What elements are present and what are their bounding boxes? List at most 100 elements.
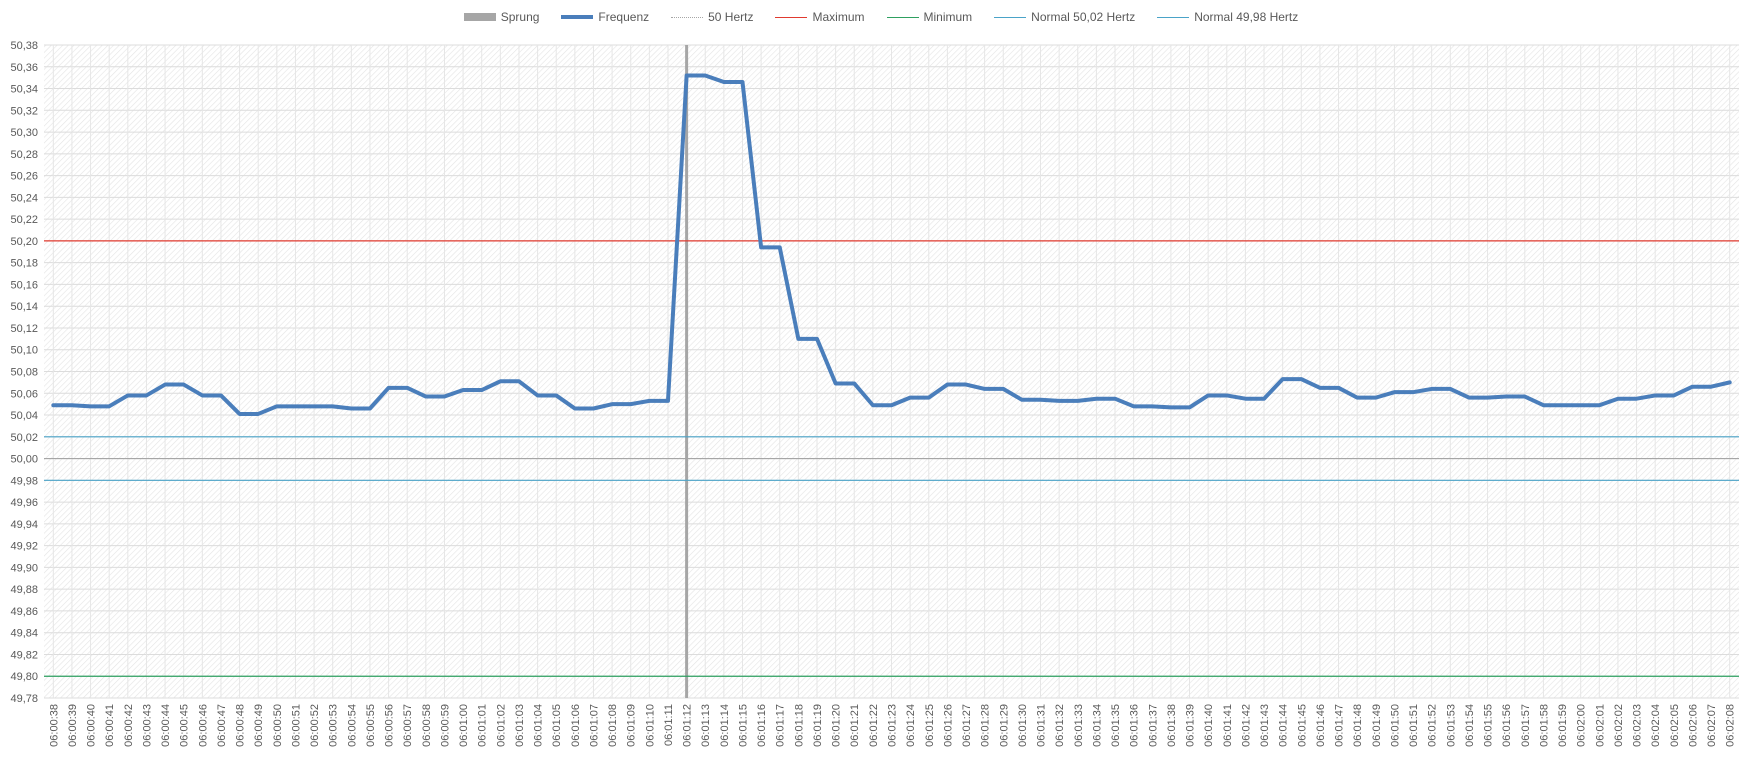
x-tick-label: 06:01:42	[1240, 704, 1252, 747]
x-tick-label: 06:00:52	[309, 704, 321, 747]
x-tick-label: 06:01:35	[1110, 704, 1122, 747]
x-tick-label: 06:01:52	[1427, 704, 1439, 747]
y-tick-label: 50,04	[10, 410, 38, 422]
legend-label: Frequenz	[598, 10, 650, 24]
x-tick-label: 06:00:59	[439, 704, 451, 747]
x-tick-label: 06:01:51	[1408, 704, 1420, 747]
y-tick-label: 50,00	[10, 454, 38, 466]
x-tick-label: 06:01:19	[812, 704, 824, 747]
y-tick-label: 49,94	[10, 519, 38, 531]
legend-item: Maximum	[775, 10, 865, 24]
x-tick-label: 06:00:41	[104, 704, 116, 747]
y-tick-label: 50,24	[10, 192, 38, 204]
x-tick-label: 06:01:58	[1538, 704, 1550, 747]
y-tick-label: 50,30	[10, 127, 38, 139]
x-tick-label: 06:02:04	[1650, 704, 1662, 747]
x-tick-label: 06:01:18	[793, 704, 805, 747]
x-tick-label: 06:01:25	[924, 704, 936, 747]
legend-label: Normal 49,98 Hertz	[1194, 10, 1299, 24]
x-tick-label: 06:00:48	[235, 704, 247, 747]
x-tick-label: 06:01:30	[1017, 704, 1029, 747]
x-tick-label: 06:00:46	[197, 704, 209, 747]
legend-swatch	[994, 16, 1027, 18]
x-tick-label: 06:01:06	[570, 704, 582, 747]
x-tick-label: 06:01:09	[626, 704, 638, 747]
x-tick-label: 06:02:02	[1613, 704, 1625, 747]
legend-swatch	[886, 16, 919, 18]
x-tick-label: 06:00:54	[346, 704, 358, 747]
legend-label: Normal 50,02 Hertz	[1031, 10, 1136, 24]
y-tick-label: 50,34	[10, 84, 38, 96]
y-tick-label: 50,16	[10, 279, 38, 291]
legend-item: Normal 49,98 Hertz	[1157, 10, 1298, 24]
y-tick-label: 49,80	[10, 671, 38, 683]
x-tick-label: 06:01:14	[719, 704, 731, 747]
x-tick-label: 06:01:29	[998, 704, 1010, 747]
x-tick-label: 06:01:54	[1464, 704, 1476, 747]
x-tick-label: 06:00:51	[290, 704, 302, 747]
legend-item: Minimum	[886, 10, 973, 24]
y-tick-label: 50,18	[10, 258, 38, 270]
x-tick-label: 06:01:08	[607, 704, 619, 747]
x-tick-label: 06:00:39	[67, 704, 79, 747]
x-tick-label: 06:01:24	[905, 704, 917, 747]
legend-swatch	[463, 13, 496, 21]
x-tick-label: 06:01:39	[1185, 704, 1197, 747]
x-tick-label: 06:01:37	[1147, 704, 1159, 747]
x-tick-label: 06:01:05	[551, 704, 563, 747]
x-tick-label: 06:01:32	[1054, 704, 1066, 747]
x-tick-label: 06:01:45	[1296, 704, 1308, 747]
y-tick-label: 50,02	[10, 432, 38, 444]
legend-label: 50 Hertz	[708, 10, 754, 24]
x-tick-label: 06:01:07	[588, 704, 600, 747]
y-tick-label: 50,14	[10, 301, 38, 313]
x-tick-label: 06:01:53	[1445, 704, 1457, 747]
x-tick-label: 06:01:59	[1557, 704, 1569, 747]
x-tick-label: 06:01:27	[961, 704, 973, 747]
x-tick-label: 06:00:58	[421, 704, 433, 747]
legend-label: Minimum	[923, 10, 973, 24]
x-tick-label: 06:01:21	[849, 704, 861, 747]
x-tick-label: 06:00:55	[365, 704, 377, 747]
x-tick-label: 06:01:03	[514, 704, 526, 747]
y-tick-label: 50,26	[10, 171, 38, 183]
x-tick-label: 06:00:42	[123, 704, 135, 747]
x-tick-label: 06:00:53	[328, 704, 340, 747]
series-frequenz	[51, 73, 1732, 416]
x-tick-label: 06:01:02	[495, 704, 507, 747]
y-tick-label: 50,28	[10, 149, 38, 161]
y-tick-label: 49,86	[10, 606, 38, 618]
x-tick-label: 06:02:08	[1725, 704, 1737, 747]
x-tick-label: 06:01:55	[1483, 704, 1495, 747]
x-tick-label: 06:00:47	[216, 704, 228, 747]
y-tick-label: 49,78	[10, 693, 38, 705]
x-tick-label: 06:02:01	[1594, 704, 1606, 747]
x-tick-label: 06:00:49	[253, 704, 265, 747]
y-tick-label: 50,06	[10, 388, 38, 400]
x-tick-label: 06:01:33	[1073, 704, 1085, 747]
x-tick-label: 06:01:34	[1091, 704, 1103, 747]
x-tick-label: 06:01:49	[1371, 704, 1383, 747]
x-tick-label: 06:01:46	[1315, 704, 1327, 747]
x-tick-label: 06:01:01	[477, 704, 489, 747]
y-tick-label: 50,22	[10, 214, 38, 226]
x-tick-label: 06:01:44	[1278, 704, 1290, 747]
legend: Sprung Frequenz 50 Hertz Maximum Minimum Norm…	[0, 10, 1762, 24]
x-tick-label: 06:01:13	[700, 704, 712, 747]
legend-swatch	[671, 16, 704, 18]
x-tick-label: 06:01:41	[1222, 704, 1234, 747]
y-tick-label: 50,38	[10, 40, 38, 52]
x-tick-label: 06:01:40	[1203, 704, 1215, 747]
y-tick-label: 50,12	[10, 323, 38, 335]
x-tick-label: 06:02:03	[1632, 704, 1644, 747]
x-tick-label: 06:01:04	[533, 704, 545, 747]
x-tick-label: 06:02:05	[1669, 704, 1681, 747]
y-tick-label: 49,92	[10, 541, 38, 553]
x-tick-label: 06:00:43	[141, 704, 153, 747]
x-tick-label: 06:01:23	[887, 704, 899, 747]
x-tick-label: 06:02:06	[1687, 704, 1699, 747]
x-tick-label: 06:00:44	[160, 704, 172, 747]
legend-label: Maximum	[812, 10, 865, 24]
x-tick-label: 06:00:56	[384, 704, 396, 747]
